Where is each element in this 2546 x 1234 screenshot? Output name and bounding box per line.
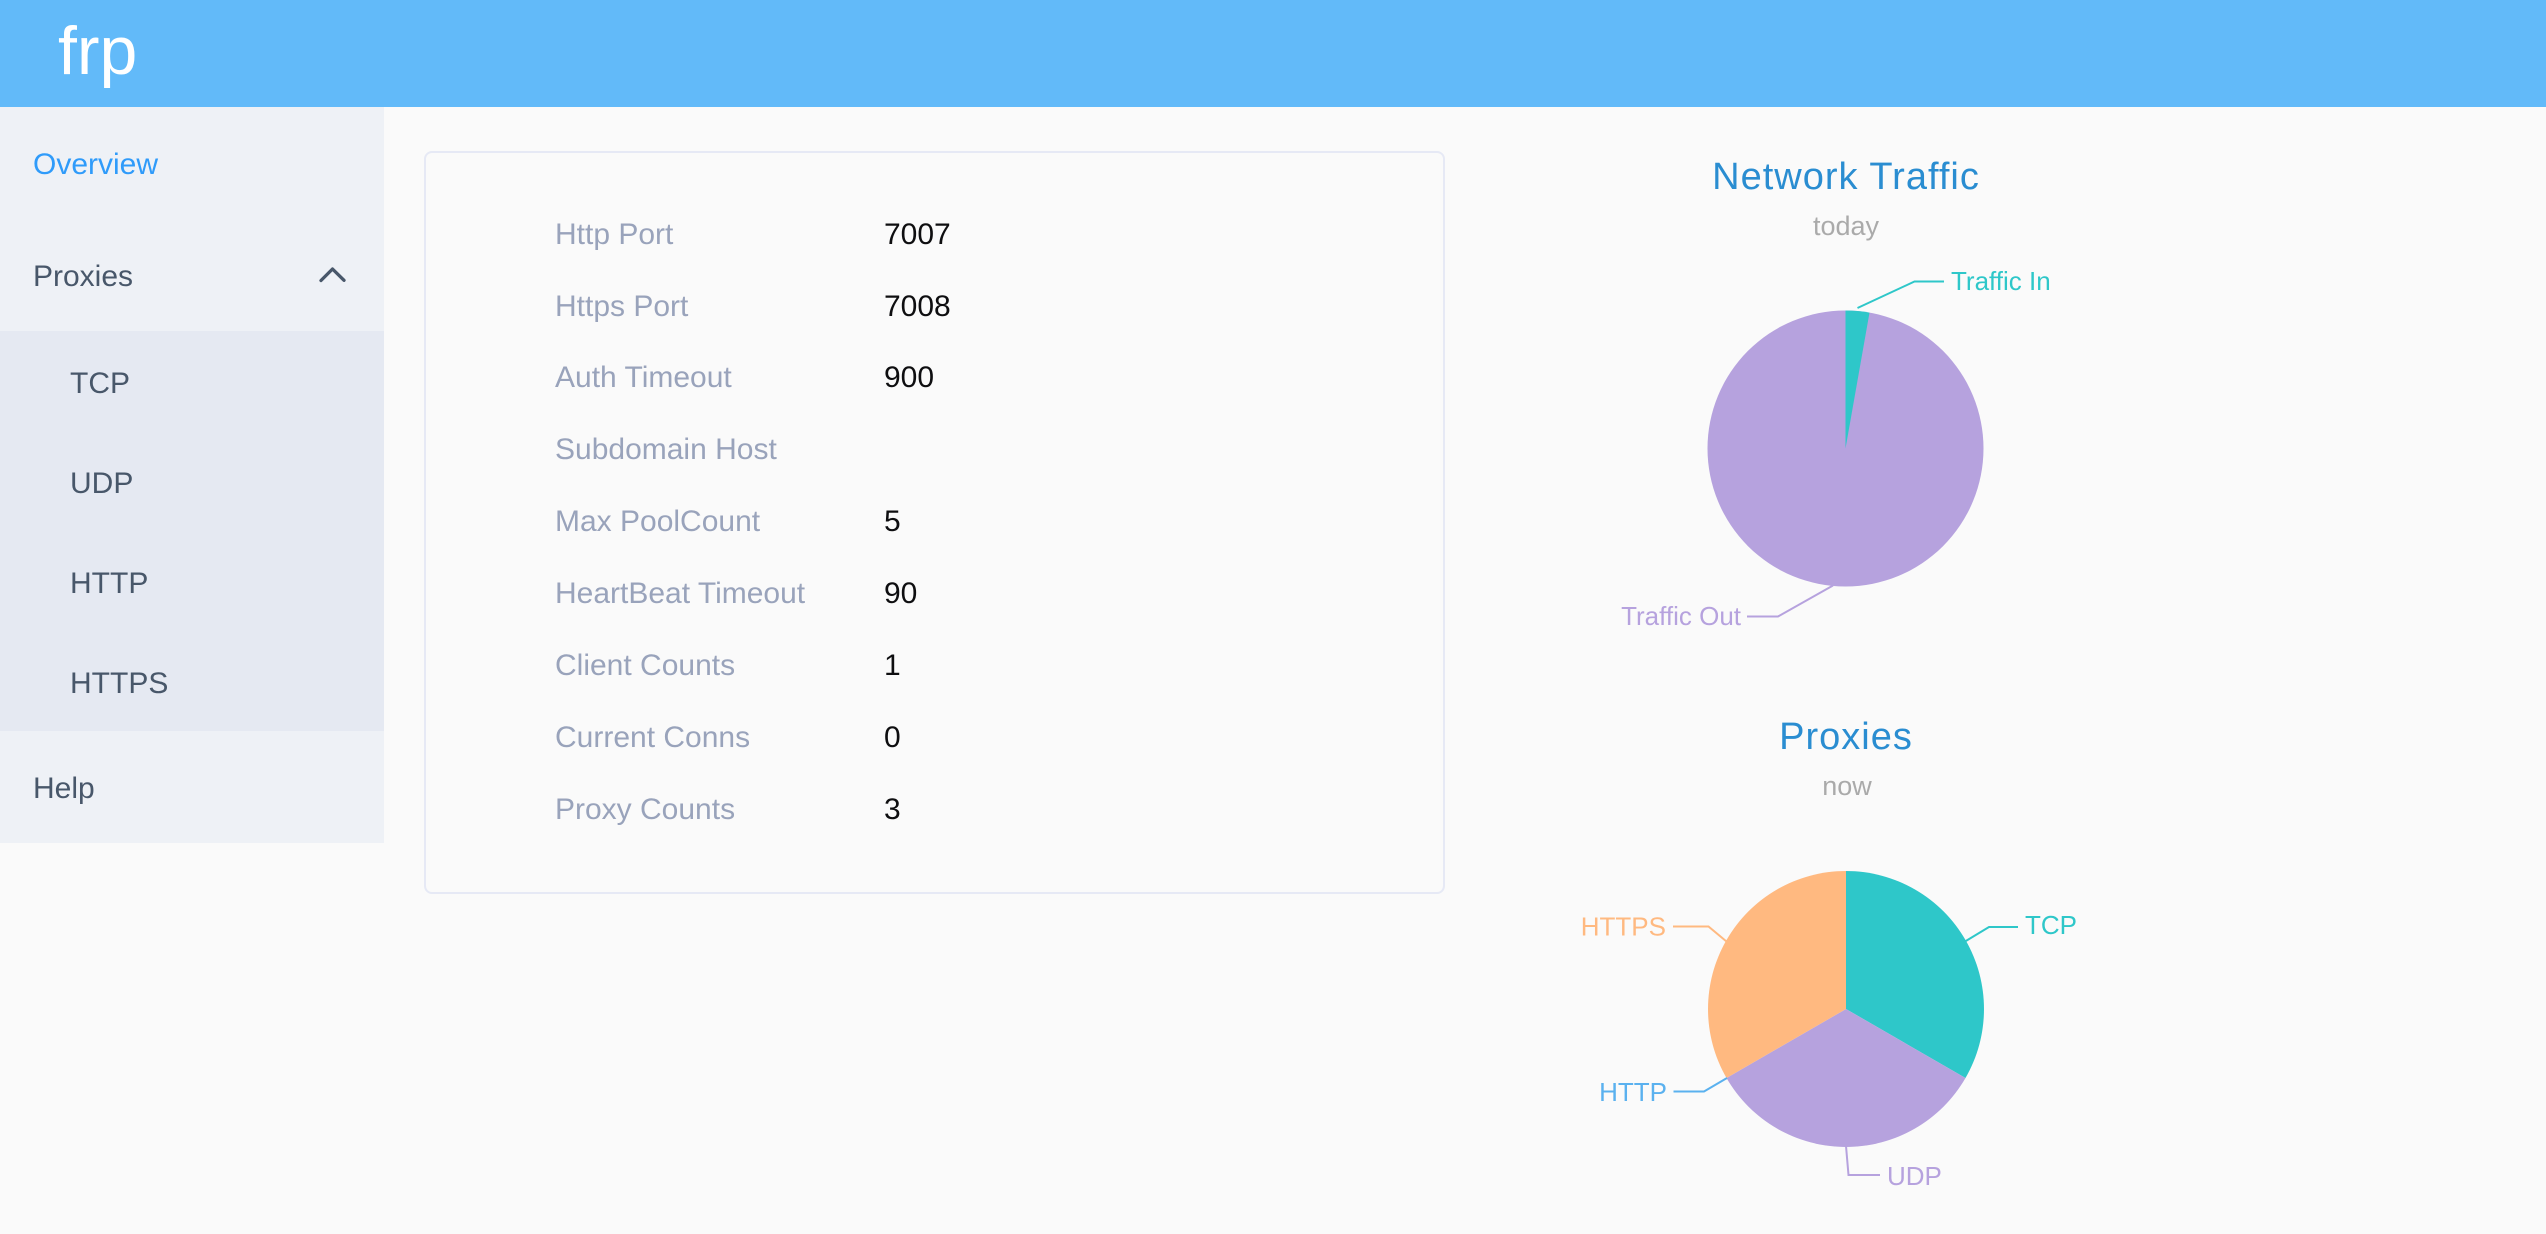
svg-text:Network Traffic: Network Traffic (1712, 156, 1980, 198)
svg-text:Traffic In: Traffic In (1951, 266, 2051, 296)
svg-text:TCP: TCP (2025, 910, 2077, 940)
svg-text:today: today (1813, 211, 1880, 241)
svg-text:Traffic Out: Traffic Out (1621, 601, 1742, 631)
svg-text:UDP: UDP (1887, 1161, 1942, 1191)
svg-text:now: now (1822, 771, 1872, 801)
svg-text:HTTP: HTTP (1599, 1077, 1667, 1107)
svg-text:Proxies: Proxies (1779, 716, 1913, 758)
svg-text:HTTPS: HTTPS (1581, 912, 1666, 942)
